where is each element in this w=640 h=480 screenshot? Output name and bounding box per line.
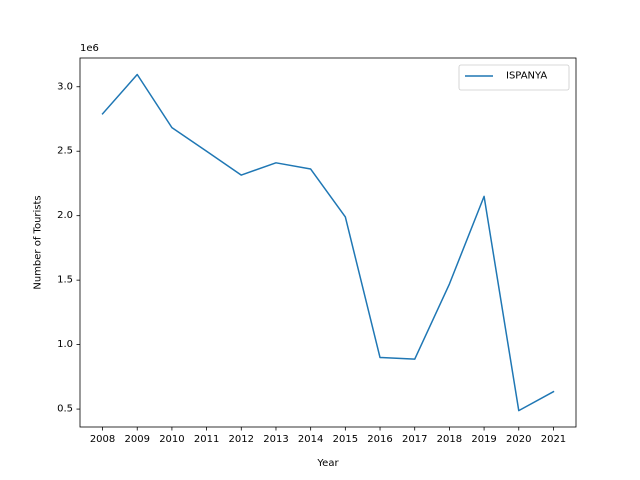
x-tick-label: 2019 <box>471 434 496 445</box>
x-tick-label: 2014 <box>298 434 323 445</box>
plot-frame <box>79 57 577 428</box>
y-tick-label: 2.5 <box>57 146 73 157</box>
x-tick-label: 2013 <box>263 434 288 445</box>
x-tick-label: 2021 <box>541 434 566 445</box>
x-tick-label: 2017 <box>402 434 427 445</box>
legend-box <box>458 64 570 91</box>
y-tick-label: 0.5 <box>57 404 73 415</box>
y-offset-text: 1e6 <box>80 43 99 54</box>
x-tick-label: 2012 <box>229 434 254 445</box>
x-tick-label: 2009 <box>125 434 150 445</box>
x-axis-label: Year <box>316 458 339 469</box>
y-tick-label: 3.0 <box>57 81 73 92</box>
x-axis: 2008 2009 2010 2011 2012 2013 2014 2015 2016 2017… <box>90 427 566 445</box>
x-tick-label: 2016 <box>367 434 392 445</box>
x-tick-label: 2008 <box>90 434 115 445</box>
y-tick-label: 1.0 <box>57 339 73 350</box>
y-axis-label: Number of Tourists <box>33 195 44 289</box>
y-tick-label: 1.5 <box>57 275 73 286</box>
x-tick-label: 2020 <box>506 434 531 445</box>
x-tick-label: 2011 <box>194 434 219 445</box>
plot-area <box>80 58 576 427</box>
legend-label-ispanya: ISPANYA <box>506 71 547 82</box>
y-tick-label: 2.0 <box>57 210 73 221</box>
x-tick-label: 2018 <box>437 434 462 445</box>
y-axis: 0.5 1.0 1.5 2.0 2.5 3.0 <box>57 81 80 415</box>
legend: ISPANYA <box>458 64 570 91</box>
x-tick-label: 2015 <box>333 434 358 445</box>
series-line-ispanya <box>101 73 555 412</box>
x-tick-label: 2010 <box>159 434 184 445</box>
